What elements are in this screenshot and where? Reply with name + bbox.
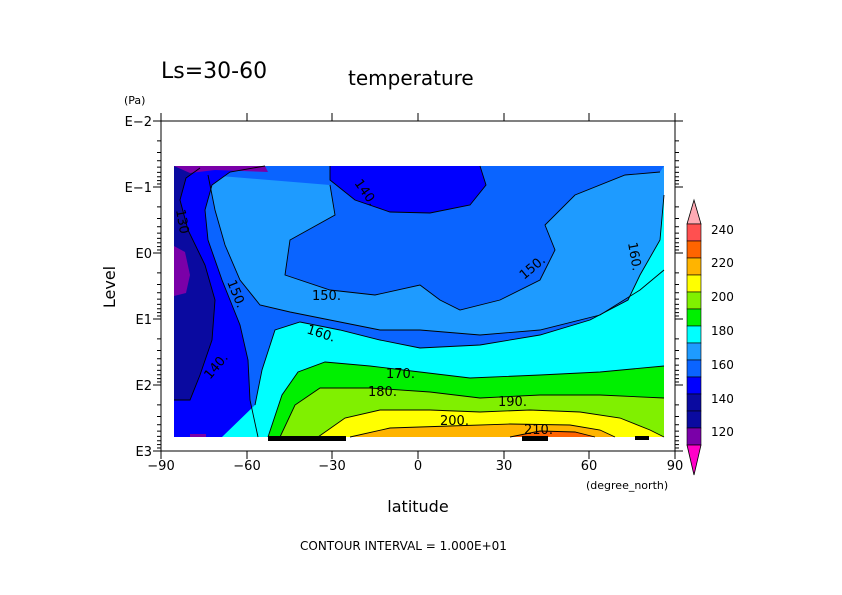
y-tick-label: E2 bbox=[136, 379, 153, 394]
y-tick-label: E−1 bbox=[125, 181, 152, 196]
contour-line-140-top bbox=[329, 165, 487, 214]
colorbar-swatch-230 bbox=[686, 223, 702, 242]
colorbar-swatch-190 bbox=[686, 291, 702, 310]
x-tick-label: 0 bbox=[414, 459, 422, 474]
y-tick-label: E0 bbox=[136, 247, 153, 262]
region-130-left bbox=[174, 166, 215, 400]
x-tick-labels: −90 −60 −30 0 30 60 90 bbox=[147, 459, 683, 474]
region-120-130-top bbox=[174, 166, 268, 173]
surface-bar-3 bbox=[635, 436, 649, 440]
contour-lines bbox=[174, 165, 665, 438]
colorbar-label: 200 bbox=[711, 290, 734, 304]
colorbar-swatch-160 bbox=[686, 342, 702, 361]
chart-subtitle: Ls=30-60 bbox=[161, 59, 267, 84]
colorbar-swatch-140 bbox=[686, 376, 702, 395]
colorbar-swatch-130 bbox=[686, 393, 702, 412]
region-120-130 bbox=[174, 246, 190, 296]
contour-line-210 bbox=[509, 430, 596, 438]
colorbar-bottom-arrow bbox=[686, 444, 702, 476]
contour-line-150b bbox=[284, 171, 661, 311]
x-tick-label: 90 bbox=[667, 459, 684, 474]
colorbar-swatch-220 bbox=[686, 240, 702, 259]
contour-line-150 bbox=[207, 174, 665, 336]
contour-label: 170. bbox=[386, 367, 415, 382]
x-tick-label: 60 bbox=[581, 459, 598, 474]
region-120-bottom bbox=[190, 434, 206, 437]
y-tick-label: E−2 bbox=[125, 115, 152, 130]
contour-line-170 bbox=[267, 361, 665, 438]
colorbar bbox=[686, 198, 702, 476]
surface-bar-1 bbox=[268, 436, 346, 441]
chart-title: temperature bbox=[348, 66, 474, 90]
contour-label: 150. bbox=[312, 289, 341, 304]
region-210-220 bbox=[510, 431, 595, 437]
contour-line-130 bbox=[174, 167, 216, 401]
x-tick-label: −90 bbox=[147, 459, 174, 474]
x-tick-label: −30 bbox=[318, 459, 345, 474]
colorbar-swatch-210 bbox=[686, 257, 702, 276]
colorbar-label: 140 bbox=[711, 392, 734, 406]
colorbar-swatch-150 bbox=[686, 359, 702, 378]
x-axis-label: latitude bbox=[387, 497, 448, 516]
contour-label: 180. bbox=[368, 385, 397, 400]
colorbar-swatch-200 bbox=[686, 274, 702, 293]
y-axis-label: Level bbox=[100, 266, 119, 308]
colorbar-label: 120 bbox=[711, 425, 734, 439]
y-tick-labels: E−2 E−1 E0 E1 E2 E3 bbox=[125, 115, 152, 460]
contour-line-180 bbox=[279, 387, 665, 438]
contour-label: 190. bbox=[498, 395, 527, 410]
colorbar-label: 160 bbox=[711, 358, 734, 372]
y-tick-label: E3 bbox=[136, 445, 153, 460]
y-unit: (Pa) bbox=[124, 94, 145, 107]
colorbar-labels: 120 140 160 180 200 220 240 bbox=[711, 223, 734, 439]
y-tick-label: E1 bbox=[136, 313, 153, 328]
colorbar-label: 240 bbox=[711, 223, 734, 237]
contour-label: 130 bbox=[172, 208, 191, 235]
contour-label: 160. bbox=[624, 241, 644, 272]
contour-label: 200. bbox=[440, 414, 469, 429]
contour-line-200 bbox=[349, 423, 616, 438]
colorbar-swatch-180 bbox=[686, 308, 702, 327]
colorbar-label: 180 bbox=[711, 324, 734, 338]
colorbar-swatch-120 bbox=[686, 410, 702, 429]
x-unit: (degree_north) bbox=[586, 479, 668, 492]
contour-label: 210. bbox=[524, 423, 553, 438]
colorbar-swatch-110 bbox=[686, 427, 702, 446]
x-tick-label: −60 bbox=[233, 459, 260, 474]
colorbar-label: 220 bbox=[711, 256, 734, 270]
colorbar-top-arrow bbox=[686, 198, 702, 225]
colorbar-swatch-170 bbox=[686, 325, 702, 344]
contour-line-160 bbox=[254, 194, 665, 406]
x-axis bbox=[160, 113, 676, 459]
region-160-upper bbox=[208, 166, 664, 335]
y-axis bbox=[153, 120, 683, 452]
contour-interval-note: CONTOUR INTERVAL = 1.000E+01 bbox=[300, 539, 507, 553]
region-140-top bbox=[330, 166, 486, 213]
contour-line-140-left bbox=[204, 165, 266, 438]
contour-line-190 bbox=[317, 409, 665, 438]
surface-bar-2 bbox=[522, 436, 548, 441]
x-tick-label: 30 bbox=[496, 459, 513, 474]
